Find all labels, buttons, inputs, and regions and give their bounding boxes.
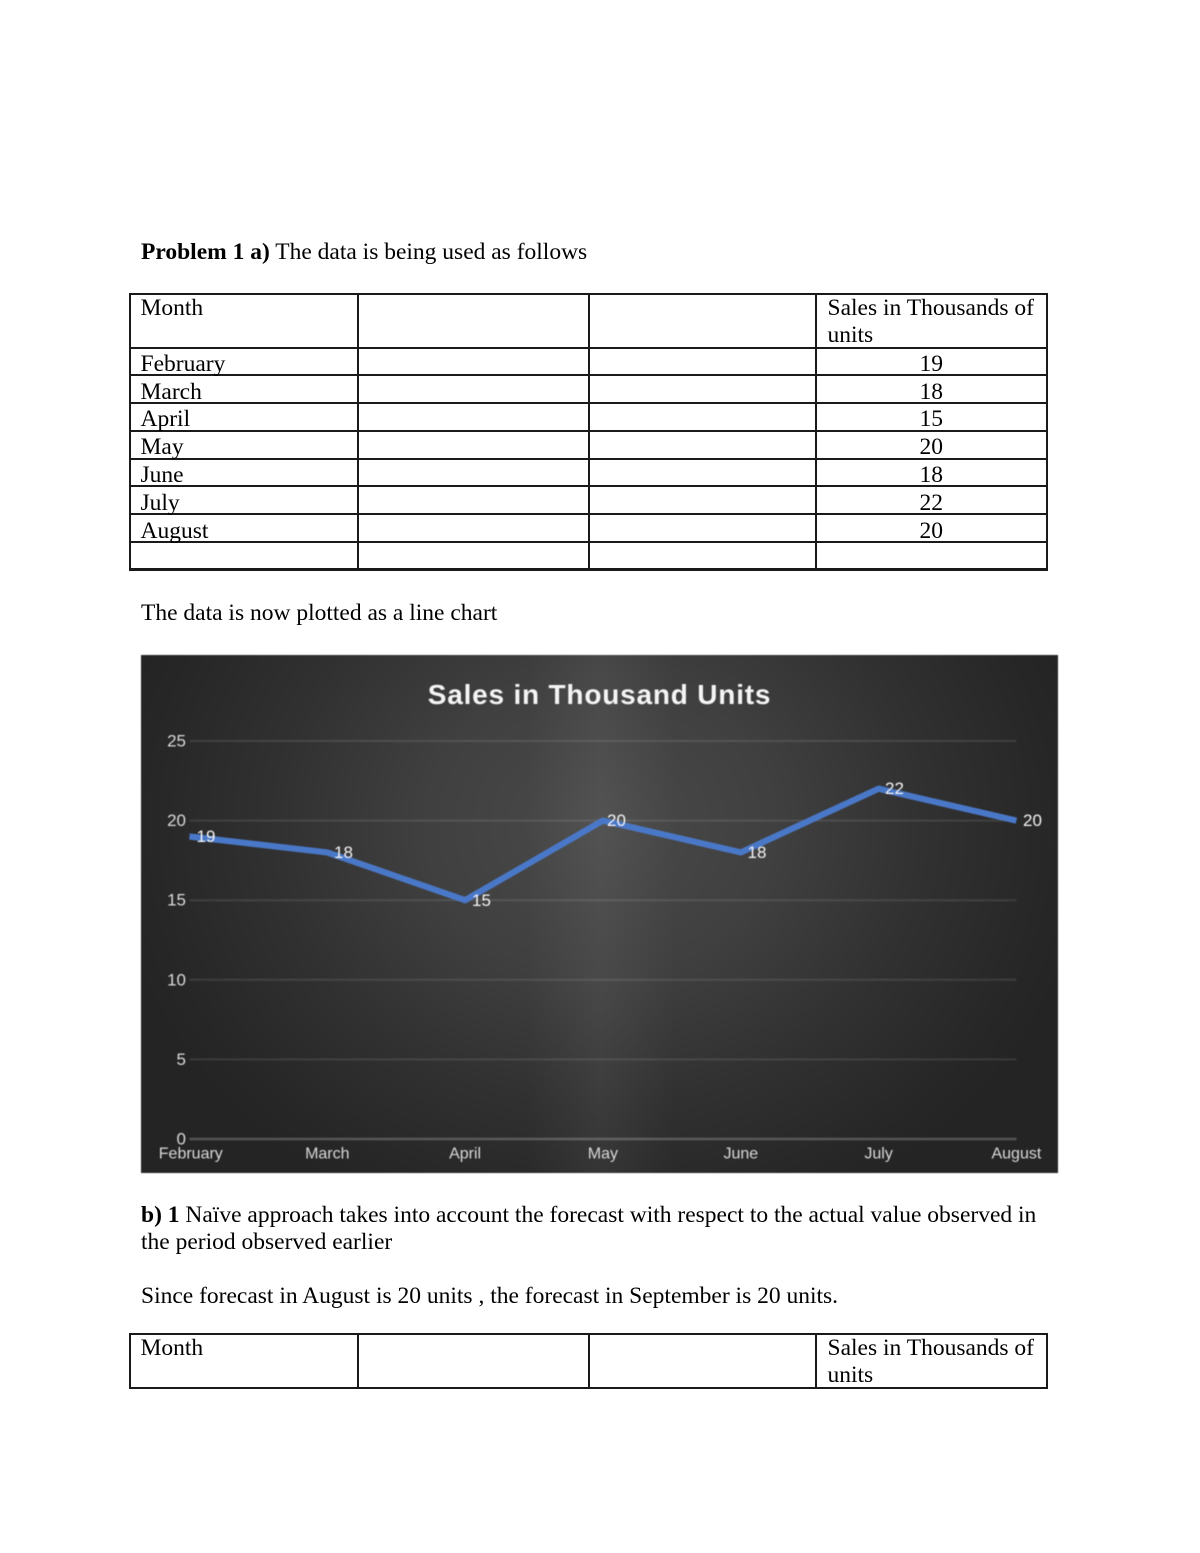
svg-text:19: 19 xyxy=(197,827,216,846)
svg-text:10: 10 xyxy=(167,970,186,989)
svg-text:22: 22 xyxy=(885,779,904,798)
svg-text:15: 15 xyxy=(167,891,186,910)
svg-text:May: May xyxy=(588,1146,618,1163)
svg-text:Sales in Thousand Units: Sales in Thousand Units xyxy=(428,679,772,710)
svg-text:20: 20 xyxy=(1023,811,1042,830)
svg-text:25: 25 xyxy=(167,732,186,751)
svg-text:20: 20 xyxy=(167,811,186,830)
svg-text:June: June xyxy=(723,1146,758,1163)
svg-text:18: 18 xyxy=(334,843,353,862)
svg-text:August: August xyxy=(991,1146,1041,1163)
svg-text:15: 15 xyxy=(472,891,491,910)
svg-text:February: February xyxy=(159,1146,223,1163)
svg-text:5: 5 xyxy=(177,1050,186,1069)
svg-text:0: 0 xyxy=(177,1130,186,1149)
svg-text:March: March xyxy=(305,1146,349,1163)
svg-text:20: 20 xyxy=(607,811,626,830)
svg-text:April: April xyxy=(449,1146,481,1163)
svg-text:18: 18 xyxy=(748,843,767,862)
svg-text:July: July xyxy=(864,1146,892,1163)
